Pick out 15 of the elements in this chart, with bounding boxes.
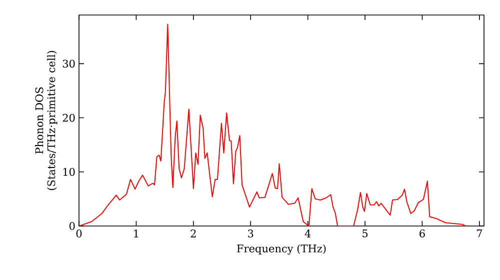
x-tick-label: 5 bbox=[362, 230, 368, 238]
y-tick-label: 30 bbox=[62, 60, 75, 68]
x-axis-title: Frequency (THz) bbox=[237, 244, 326, 255]
x-tick-label: 4 bbox=[304, 230, 311, 238]
line-series bbox=[79, 24, 466, 226]
x-tick-label: 2 bbox=[190, 230, 196, 238]
x-tick-label: 7 bbox=[476, 230, 482, 238]
x-tick-label: 0 bbox=[76, 230, 82, 238]
y-axis-title: Phonon DOS (States/THz·primitive cell) bbox=[35, 50, 58, 190]
x-tick-label: 1 bbox=[134, 230, 138, 238]
x-tick-label: 6 bbox=[420, 230, 425, 238]
x-tick-label: 3 bbox=[248, 230, 254, 238]
y-tick-label: 20 bbox=[62, 114, 75, 122]
y-tick-label: 0 bbox=[69, 222, 75, 230]
y-tick-label: 10 bbox=[63, 168, 75, 176]
